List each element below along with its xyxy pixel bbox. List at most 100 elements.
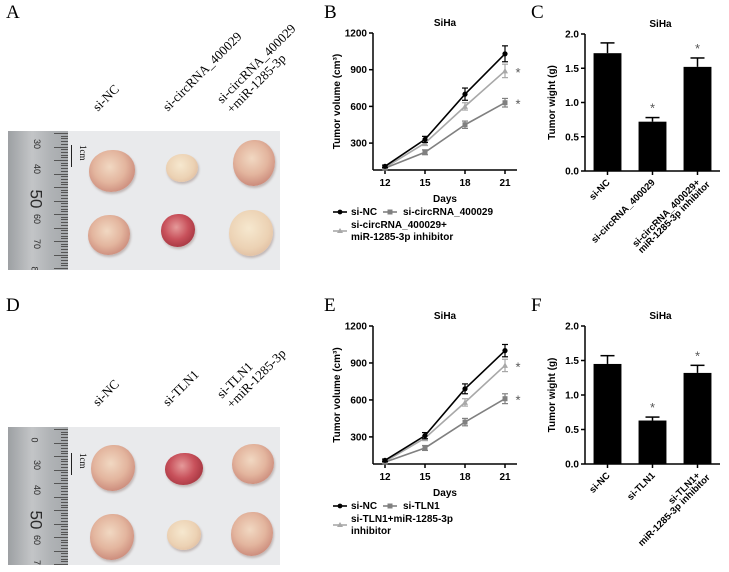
legend-label: miR-1285-3p inhibitor bbox=[351, 232, 453, 243]
y-tick-label: 0.5 bbox=[565, 132, 579, 143]
ruler-tick bbox=[54, 483, 68, 484]
tumor-sample bbox=[233, 140, 275, 186]
data-point bbox=[502, 51, 508, 57]
ruler: 0 30 40 50 60 70 bbox=[8, 427, 68, 565]
series-line bbox=[384, 53, 506, 167]
x-tick-label: 18 bbox=[459, 472, 471, 483]
y-tick-label: 600 bbox=[350, 395, 367, 406]
ruler-tick bbox=[61, 447, 68, 449]
ruler-tick bbox=[54, 496, 68, 498]
ruler-tick bbox=[54, 227, 68, 229]
data-point bbox=[462, 386, 468, 392]
data-point bbox=[462, 91, 468, 97]
ruler-tick bbox=[61, 246, 68, 248]
bar bbox=[638, 420, 667, 464]
ruler-tick bbox=[61, 135, 68, 137]
legend-label: inhibitor bbox=[351, 526, 391, 537]
legend-label: si-circRNA_400029 bbox=[403, 207, 493, 218]
data-point bbox=[502, 100, 508, 106]
ruler-tick bbox=[54, 442, 68, 444]
series-line bbox=[384, 350, 506, 461]
ruler-tick bbox=[61, 249, 68, 251]
ruler-tick bbox=[61, 437, 68, 439]
ruler-tick bbox=[61, 222, 68, 224]
ruler-tick bbox=[61, 168, 68, 170]
ruler-tick bbox=[61, 251, 68, 253]
ruler-tick bbox=[61, 461, 68, 463]
ruler-tick bbox=[61, 545, 68, 547]
ruler-tick bbox=[61, 205, 68, 207]
ruler-tick bbox=[54, 254, 68, 256]
y-tick-label: 0.0 bbox=[565, 167, 579, 178]
ruler-tick bbox=[61, 553, 68, 555]
ruler-tick bbox=[61, 539, 68, 541]
legend-marker bbox=[337, 209, 343, 215]
legend-marker bbox=[387, 209, 393, 215]
series-line bbox=[384, 102, 506, 169]
data-point bbox=[462, 399, 468, 405]
scale-bar bbox=[71, 145, 72, 167]
data-point bbox=[422, 433, 428, 439]
ruler-tick bbox=[61, 493, 68, 495]
ruler-tick bbox=[61, 431, 68, 433]
ruler-tick bbox=[61, 458, 68, 460]
y-tick-label: 0.5 bbox=[565, 425, 579, 436]
ruler-tick bbox=[61, 561, 68, 563]
ruler-tick bbox=[61, 472, 68, 474]
ruler-tick bbox=[54, 550, 68, 552]
ruler-tick bbox=[54, 146, 68, 148]
chart-b bbox=[333, 32, 517, 233]
ruler-tick bbox=[61, 434, 68, 436]
panel-letter-f: F bbox=[531, 295, 542, 316]
ruler-tick bbox=[61, 512, 68, 514]
chart-title: SiHa bbox=[434, 311, 457, 322]
x-tick-label: 15 bbox=[419, 178, 431, 189]
y-tick-label: 0.0 bbox=[565, 460, 579, 471]
bar bbox=[683, 372, 712, 464]
y-tick-label: 900 bbox=[350, 65, 367, 76]
y-axis-label: Tumor wight (g) bbox=[547, 358, 558, 433]
ruler-tick bbox=[61, 211, 68, 213]
ruler-tick bbox=[61, 262, 68, 264]
ruler-tick bbox=[54, 510, 68, 511]
ruler-tick bbox=[61, 224, 68, 226]
ruler-tick bbox=[61, 534, 68, 536]
ruler-tick bbox=[61, 480, 68, 482]
series-line bbox=[384, 398, 506, 463]
y-tick-label: 1.5 bbox=[565, 356, 579, 367]
y-axis-label: Tumor volume (cm³) bbox=[332, 54, 343, 149]
legend-label: si-NC bbox=[351, 207, 377, 218]
significance-star: * bbox=[515, 393, 520, 408]
ruler-tick bbox=[61, 181, 68, 183]
tumor-sample bbox=[88, 215, 130, 255]
y-tick-label: 1200 bbox=[345, 29, 368, 40]
bar bbox=[593, 53, 622, 171]
ruler-tick bbox=[61, 474, 68, 476]
ruler-tick bbox=[61, 528, 68, 530]
ruler-tick bbox=[54, 173, 68, 175]
chart-c bbox=[581, 33, 720, 175]
significance-star: * bbox=[515, 359, 520, 374]
data-point bbox=[462, 122, 468, 128]
ruler-tick bbox=[54, 200, 68, 202]
legend-label: si-circRNA_400029+ bbox=[351, 220, 447, 231]
tumor-sample bbox=[91, 445, 135, 491]
ruler-tick bbox=[54, 456, 68, 457]
ruler-tick bbox=[54, 187, 68, 188]
panel-letter-c: C bbox=[531, 2, 544, 23]
significance-star: * bbox=[695, 41, 700, 56]
ruler-tick bbox=[61, 526, 68, 528]
ruler-tick bbox=[61, 170, 68, 172]
x-tick-label: 18 bbox=[459, 178, 471, 189]
ruler: 30 40 50 60 70 8 bbox=[8, 131, 68, 270]
ruler-tick bbox=[61, 453, 68, 455]
scale-bar bbox=[71, 453, 72, 475]
bar bbox=[683, 66, 712, 171]
y-tick-label: 900 bbox=[350, 358, 367, 369]
panel-letter-a: A bbox=[6, 2, 20, 23]
ruler-tick bbox=[54, 268, 68, 269]
chart-title: SiHa bbox=[434, 18, 457, 29]
significance-star: * bbox=[515, 65, 520, 80]
ruler-tick bbox=[61, 555, 68, 557]
